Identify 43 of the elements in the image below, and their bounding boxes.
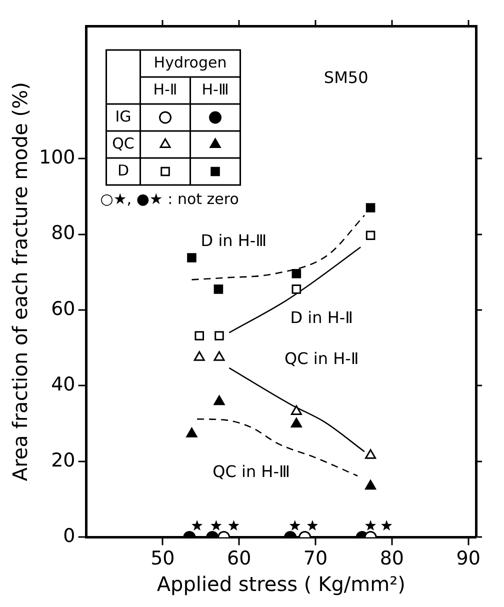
x-tick-label: 80 bbox=[380, 548, 404, 570]
point bbox=[366, 203, 376, 212]
annotation: QC in H-Ⅱ bbox=[284, 349, 359, 368]
annotation: ○★, ●★ : not zero bbox=[100, 190, 239, 208]
legend-label: D bbox=[117, 161, 130, 180]
point bbox=[290, 418, 302, 428]
legend-label: IG bbox=[115, 107, 132, 126]
y-tick-label: 40 bbox=[51, 374, 76, 396]
x-tick-label: 50 bbox=[150, 548, 175, 570]
annotation: QC in H-Ⅲ bbox=[212, 462, 290, 481]
point bbox=[365, 449, 376, 459]
annotation: D in H-Ⅲ bbox=[200, 230, 267, 250]
y-axis-title: Area fraction of each fracture mode (%) bbox=[8, 82, 32, 482]
x-tick-label: 60 bbox=[227, 548, 252, 570]
point bbox=[187, 253, 196, 262]
annotation: H-Ⅲ bbox=[202, 80, 229, 98]
point bbox=[292, 284, 302, 294]
x-tick-label: 90 bbox=[456, 548, 480, 570]
point bbox=[194, 331, 204, 340]
annotation: SM50 bbox=[324, 68, 368, 88]
point bbox=[214, 331, 224, 340]
point bbox=[186, 428, 198, 438]
annotation: D in H-Ⅱ bbox=[290, 308, 354, 327]
annotation: H-Ⅱ bbox=[153, 80, 178, 98]
legend-label: QC bbox=[112, 134, 134, 152]
y-tick-label: 0 bbox=[63, 525, 76, 548]
line-series bbox=[228, 246, 362, 334]
point bbox=[214, 351, 225, 361]
legend-title: Hydrogen bbox=[154, 53, 227, 72]
point bbox=[194, 351, 205, 361]
y-tick-label: 80 bbox=[51, 222, 76, 244]
y-tick-label: 20 bbox=[51, 449, 76, 472]
y-tick-label: 60 bbox=[51, 298, 76, 320]
line-series bbox=[191, 214, 366, 280]
point bbox=[292, 269, 302, 278]
y-tick-label: 100 bbox=[39, 146, 76, 168]
point bbox=[290, 405, 302, 415]
point bbox=[214, 395, 225, 406]
point bbox=[214, 284, 224, 294]
point bbox=[365, 480, 376, 490]
x-tick-label: 70 bbox=[303, 548, 328, 570]
x-axis-title: Applied stress ( Kg/mm²) bbox=[156, 572, 406, 596]
point bbox=[366, 230, 376, 240]
